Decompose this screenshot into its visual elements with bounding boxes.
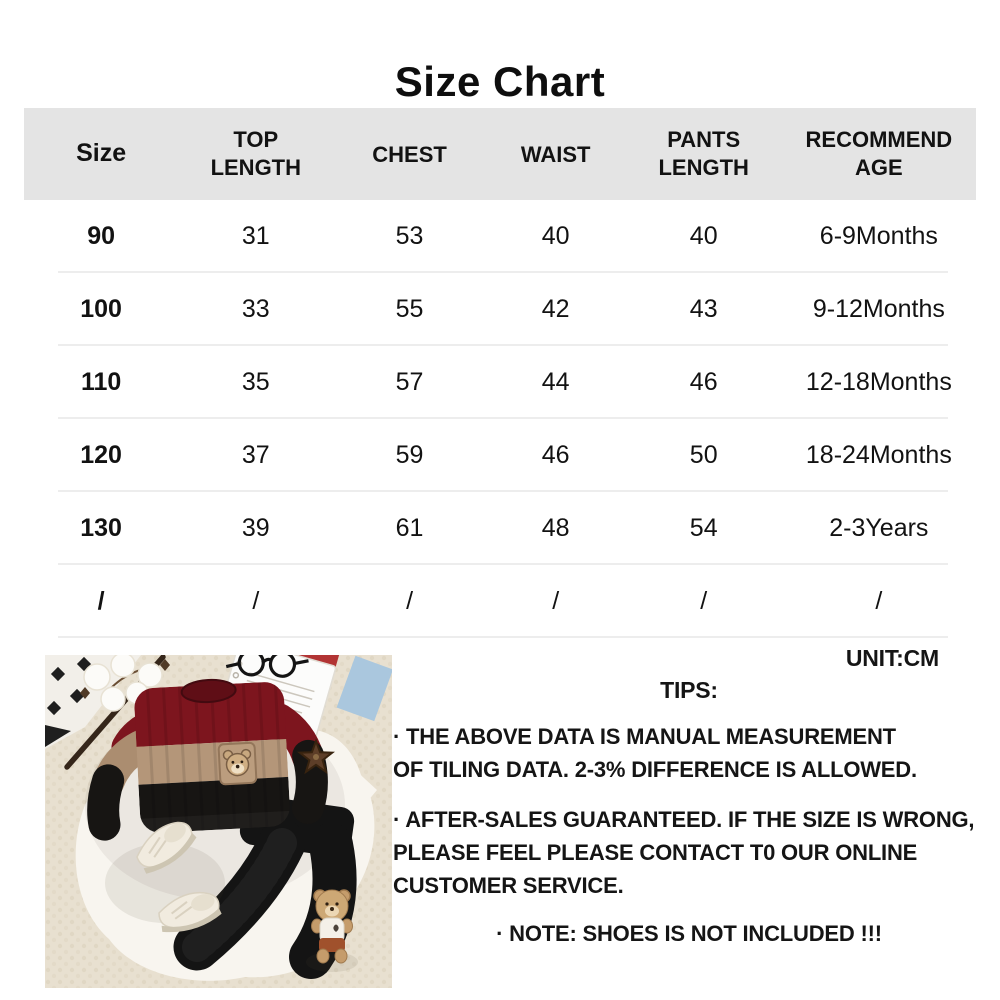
eyeglasses-icon xyxy=(225,655,309,678)
cell-top-length: 39 xyxy=(241,514,270,542)
table-header-row: Size TOP LENGTH CHEST WAIST PANTS LENGTH… xyxy=(24,108,976,200)
cell-size: / xyxy=(97,587,105,615)
table-row-120: 120 37 59 46 50 18-24Months xyxy=(24,419,976,492)
cell-chest: 59 xyxy=(395,441,424,469)
cell-waist: 40 xyxy=(541,222,570,250)
cell-size: 130 xyxy=(80,514,122,542)
cell-waist: / xyxy=(552,587,560,615)
cell-recommend-age: 12-18Months xyxy=(805,368,952,396)
header-cell-chest: CHEST xyxy=(333,139,485,168)
cell-top-length: 33 xyxy=(241,295,270,323)
teddy-bear xyxy=(306,889,358,972)
cell-top-length: / xyxy=(252,587,260,615)
header-cell-pants-length: PANTS LENGTH xyxy=(626,126,782,182)
cell-recommend-age: 2-3Years xyxy=(829,514,929,542)
cell-size: 110 xyxy=(80,368,122,396)
tips-section: UNIT:CM TIPS: · THE ABOVE DATA IS MANUAL… xyxy=(393,645,985,950)
cell-top-length: 31 xyxy=(241,222,270,250)
bear-pocket xyxy=(217,741,258,786)
tip-line: PLEASE FEEL PLEASE CONTACT T0 OUR ONLINE xyxy=(393,840,918,865)
cell-size: 120 xyxy=(80,441,122,469)
cell-waist: 42 xyxy=(541,295,570,323)
cell-chest: / xyxy=(406,587,414,615)
product-photo-illustration xyxy=(45,655,392,988)
cell-waist: 44 xyxy=(541,368,570,396)
cell-top-length: 37 xyxy=(241,441,270,469)
cell-chest: 55 xyxy=(395,295,424,323)
header-cell-waist: WAIST xyxy=(486,139,626,168)
table-row-100: 100 33 55 42 43 9-12Months xyxy=(24,273,976,346)
cell-recommend-age: 6-9Months xyxy=(819,222,938,250)
header-label: Size xyxy=(76,139,127,168)
sweater-collar xyxy=(180,678,237,704)
tip-line: CUSTOMER SERVICE. xyxy=(393,873,624,898)
cell-size: 90 xyxy=(87,222,116,250)
cell-pants-length: 46 xyxy=(689,368,718,396)
tip-line: · AFTER-SALES GUARANTEED. IF THE SIZE IS… xyxy=(393,807,975,832)
header-cell-size: Size xyxy=(24,138,178,170)
tip-measurement: · THE ABOVE DATA IS MANUAL MEASUREMENT O… xyxy=(393,720,985,786)
white-sneakers xyxy=(105,821,225,933)
tip-line: OF TILING DATA. 2-3% DIFFERENCE IS ALLOW… xyxy=(393,757,917,782)
cell-recommend-age: 18-24Months xyxy=(805,441,952,469)
header-label: PANTS LENGTH xyxy=(658,127,749,180)
tip-note-shoes: · NOTE: SHOES IS NOT INCLUDED !!! xyxy=(496,921,882,946)
tips-title: TIPS: xyxy=(660,677,718,703)
cell-pants-length: / xyxy=(700,587,708,615)
tip-after-sales: · AFTER-SALES GUARANTEED. IF THE SIZE IS… xyxy=(393,803,985,902)
cell-waist: 48 xyxy=(541,514,570,542)
page-title: Size Chart xyxy=(394,58,606,105)
cell-top-length: 35 xyxy=(241,368,270,396)
table-row-empty: / / / / / / xyxy=(24,565,976,638)
cell-pants-length: 40 xyxy=(689,222,718,250)
header-cell-top-length: TOP LENGTH xyxy=(178,126,333,182)
header-label: WAIST xyxy=(520,141,591,167)
product-photo xyxy=(45,655,392,988)
header-label: TOP LENGTH xyxy=(210,127,302,180)
cotton-branch xyxy=(80,655,170,712)
header-cell-recommend-age: RECOMMEND AGE xyxy=(782,126,976,182)
header-label: RECOMMEND AGE xyxy=(805,127,953,180)
patterned-fabric xyxy=(45,655,141,749)
cell-waist: 46 xyxy=(541,441,570,469)
header-label: CHEST xyxy=(372,141,447,167)
cell-pants-length: 50 xyxy=(689,441,718,469)
size-table: Size TOP LENGTH CHEST WAIST PANTS LENGTH… xyxy=(24,108,976,638)
cell-chest: 53 xyxy=(395,222,424,250)
cell-pants-length: 43 xyxy=(689,295,718,323)
table-row-110: 110 35 57 44 46 12-18Months xyxy=(24,346,976,419)
cell-chest: 57 xyxy=(395,368,424,396)
table-row-130: 130 39 61 48 54 2-3Years xyxy=(24,492,976,565)
unit-label: UNIT:CM xyxy=(845,645,939,671)
table-row-90: 90 31 53 40 40 6-9Months xyxy=(24,200,976,273)
cell-recommend-age: 9-12Months xyxy=(812,295,945,323)
star-ornament xyxy=(297,738,335,775)
cell-pants-length: 54 xyxy=(689,514,718,542)
cell-size: 100 xyxy=(80,295,122,323)
tip-line: · THE ABOVE DATA IS MANUAL MEASUREMENT xyxy=(393,724,896,749)
cell-recommend-age: / xyxy=(875,587,883,615)
cell-chest: 61 xyxy=(395,514,424,542)
